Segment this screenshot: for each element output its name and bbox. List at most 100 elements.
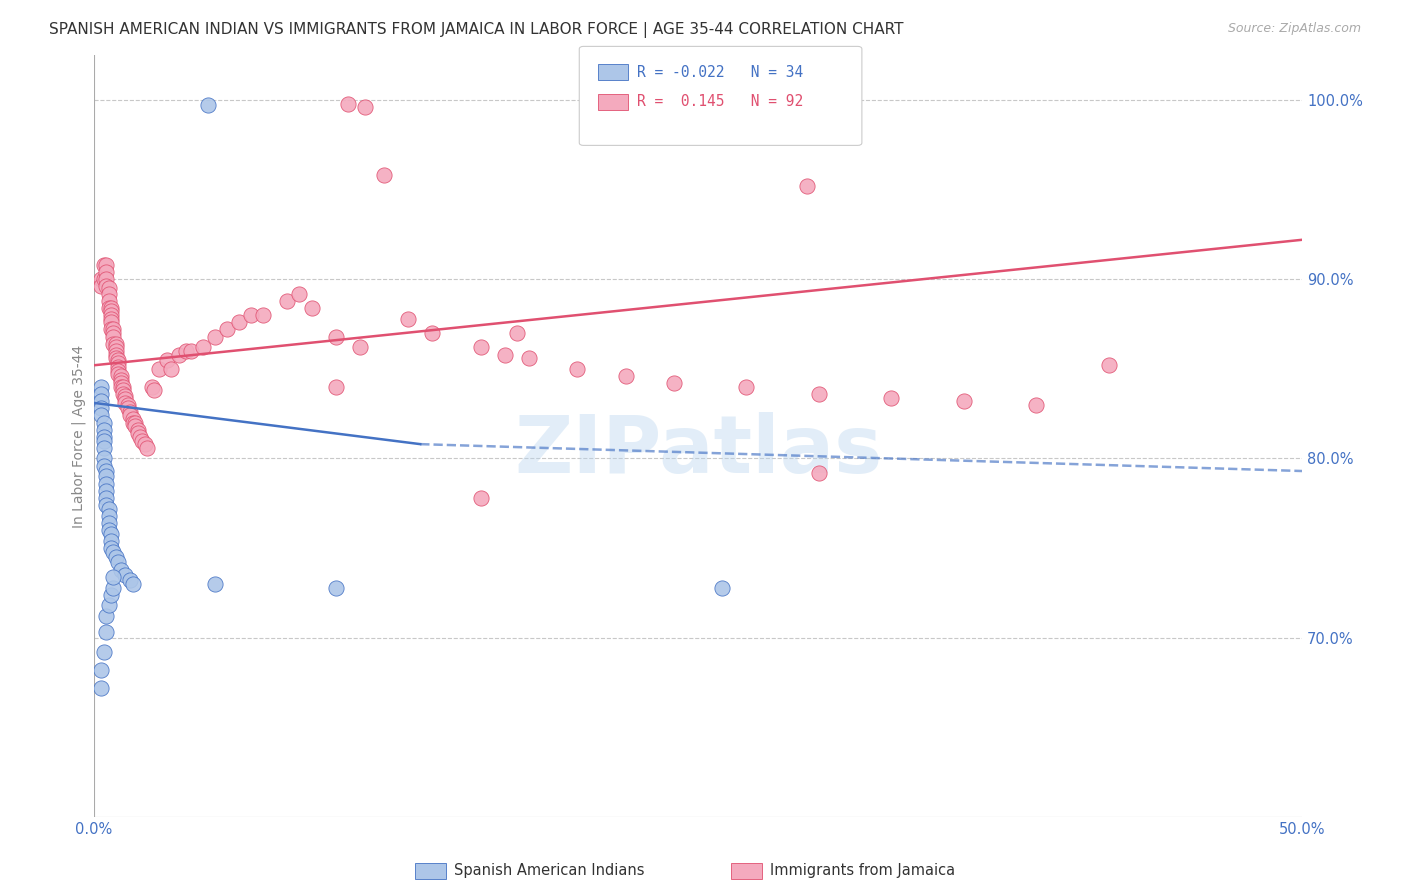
Point (240, 308, 263, 322)
Point (141, 380, 163, 394)
Point (117, 401, 139, 416)
Point (114, 389, 136, 403)
Point (100, 533, 122, 548)
Point (114, 396, 136, 410)
Point (93, 645, 115, 659)
Point (735, 380, 758, 394)
Point (276, 293, 298, 308)
Point (117, 398, 139, 412)
Point (197, 98, 219, 112)
Point (100, 588, 122, 602)
Point (167, 347, 190, 361)
Point (97, 501, 120, 516)
Point (90, 409, 112, 423)
Point (90, 387, 112, 401)
Point (136, 441, 159, 455)
Point (112, 384, 135, 398)
Point (953, 394, 976, 409)
Point (567, 362, 589, 376)
Point (129, 430, 152, 444)
Point (103, 329, 125, 343)
Point (807, 466, 830, 480)
Point (131, 434, 153, 448)
Text: Source: ZipAtlas.com: Source: ZipAtlas.com (1227, 22, 1361, 36)
Point (336, 96, 359, 111)
Point (420, 326, 443, 340)
Text: SPANISH AMERICAN INDIAN VS IMMIGRANTS FROM JAMAICA IN LABOR FORCE | AGE 35-44 CO: SPANISH AMERICAN INDIAN VS IMMIGRANTS FR… (49, 22, 904, 38)
Point (228, 315, 250, 329)
Point (121, 577, 143, 591)
Y-axis label: In Labor Force | Age 35-44: In Labor Force | Age 35-44 (72, 344, 86, 528)
Point (100, 322, 122, 336)
Point (288, 286, 311, 301)
Point (110, 376, 132, 391)
Point (1025, 398, 1047, 412)
Point (96, 498, 118, 512)
Point (506, 326, 529, 340)
Point (96, 491, 118, 505)
Point (96, 464, 118, 478)
Point (96, 258, 118, 272)
Point (1098, 358, 1121, 372)
Point (93, 451, 115, 466)
Point (96, 476, 118, 491)
Point (112, 380, 135, 394)
Point (120, 405, 142, 419)
Point (90, 380, 112, 394)
Point (90, 681, 112, 695)
Point (93, 416, 115, 430)
Point (90, 663, 112, 677)
Point (110, 373, 132, 387)
Point (96, 279, 118, 293)
Point (107, 556, 129, 570)
Point (97, 599, 120, 613)
Point (103, 336, 125, 351)
Point (96, 483, 118, 498)
Point (301, 301, 323, 315)
Point (93, 441, 115, 455)
Point (93, 258, 115, 272)
Point (100, 301, 122, 315)
Point (97, 523, 120, 537)
Point (174, 343, 197, 358)
Point (134, 437, 156, 451)
Point (160, 362, 183, 376)
Point (107, 364, 129, 378)
Point (100, 541, 122, 555)
Point (121, 416, 143, 430)
Point (127, 426, 149, 441)
Point (204, 329, 226, 343)
Point (470, 491, 492, 505)
Point (104, 340, 127, 354)
Point (107, 359, 129, 374)
Point (90, 394, 112, 409)
Point (517, 351, 540, 365)
Point (325, 329, 347, 343)
Text: ZIPatlas: ZIPatlas (515, 412, 882, 491)
Point (100, 526, 122, 541)
Point (97, 508, 120, 523)
Point (96, 469, 118, 483)
Point (614, 369, 637, 384)
Point (191, 340, 214, 354)
Point (104, 343, 127, 358)
Point (349, 340, 371, 354)
Point (96, 625, 118, 640)
Point (494, 347, 516, 361)
Point (97, 286, 120, 301)
Point (110, 380, 132, 394)
Point (97, 516, 120, 530)
Point (93, 434, 115, 448)
Point (103, 326, 125, 340)
Point (215, 322, 238, 336)
Point (114, 392, 136, 407)
Point (110, 563, 132, 577)
Point (796, 179, 818, 194)
Point (103, 570, 125, 584)
Point (104, 351, 127, 365)
Point (103, 581, 125, 595)
Point (353, 100, 375, 114)
Point (127, 423, 149, 437)
Point (155, 352, 177, 367)
Point (97, 281, 120, 295)
